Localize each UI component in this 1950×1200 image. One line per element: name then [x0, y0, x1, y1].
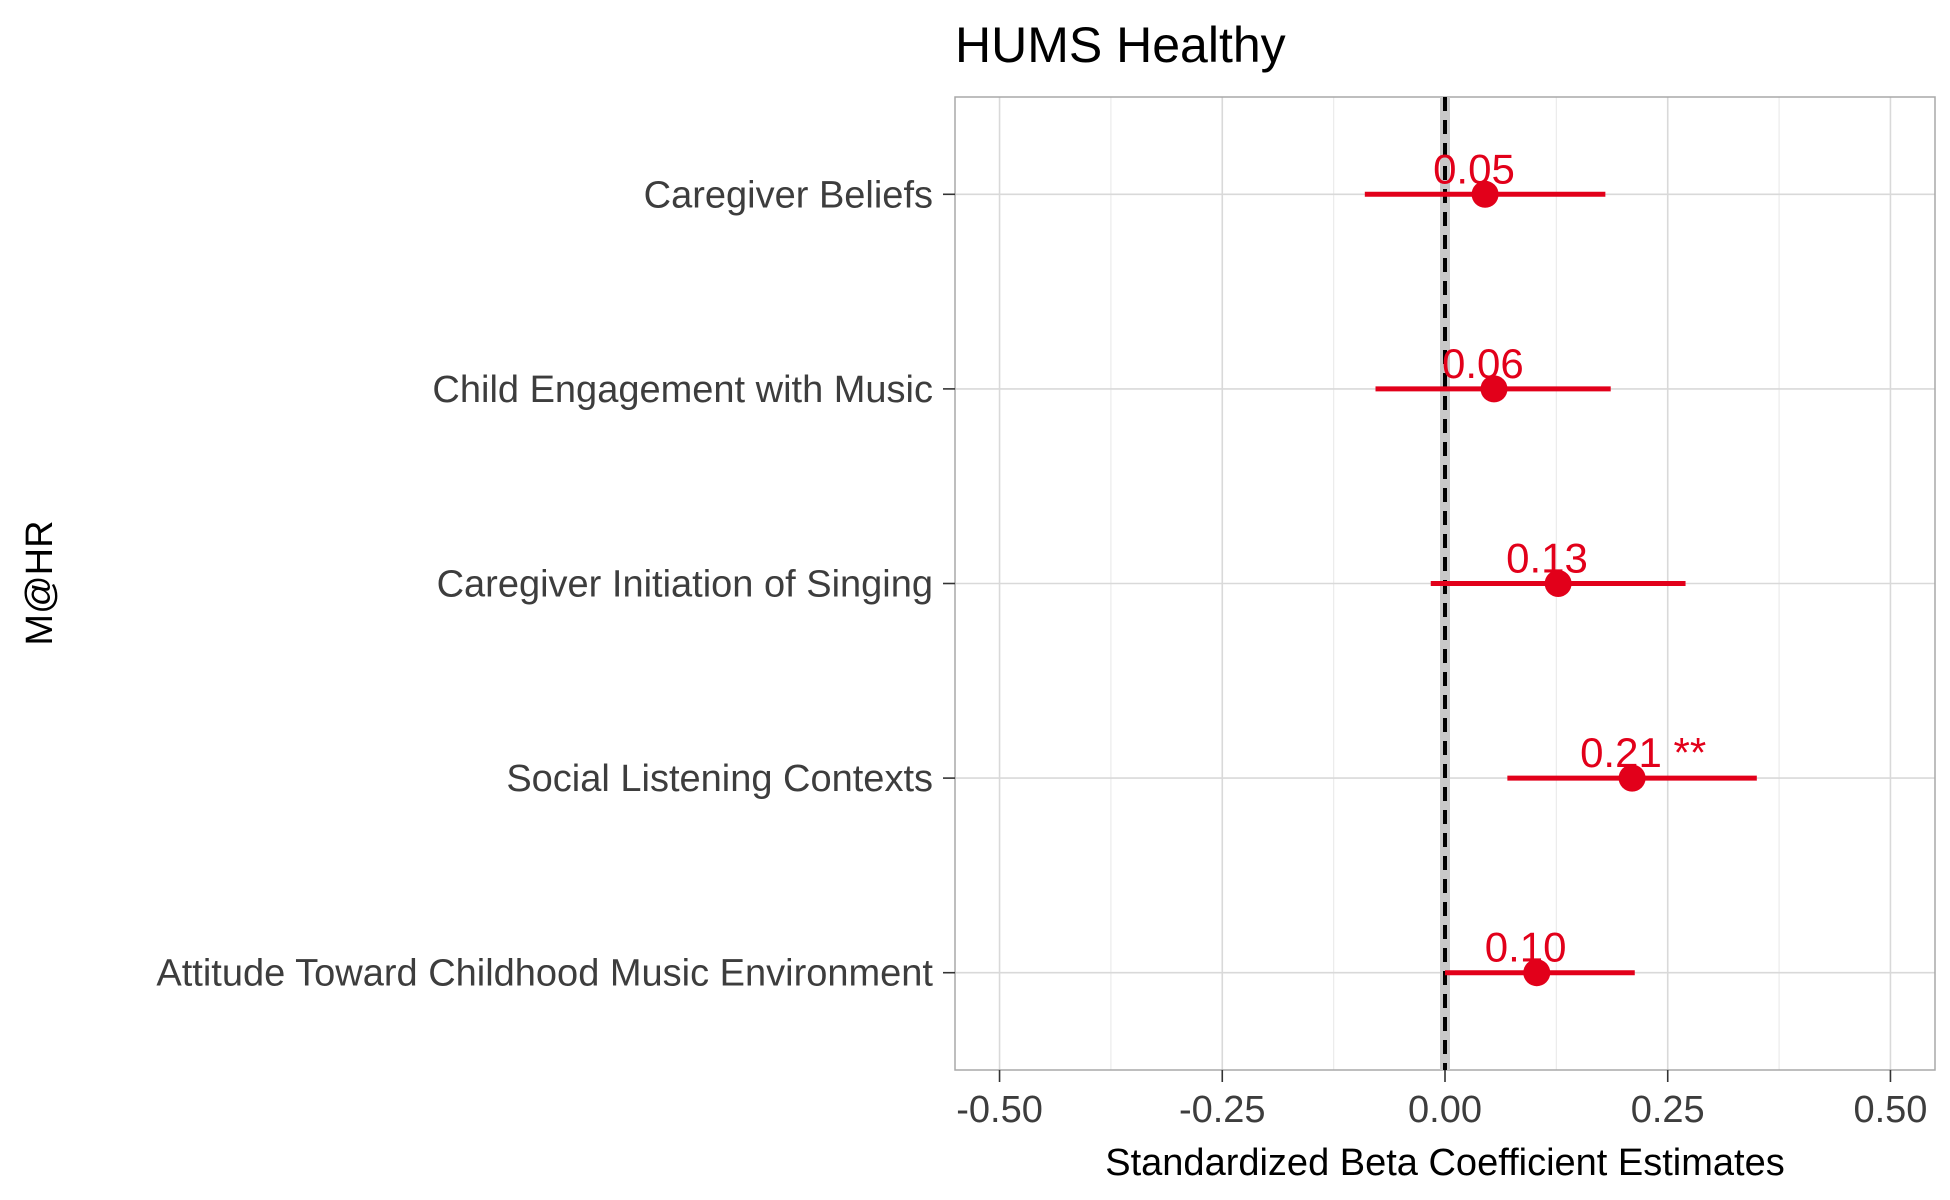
x-tick-label: 0.50 — [1853, 1089, 1927, 1131]
y-axis: Caregiver Beliefs Child Engagement with M… — [156, 174, 955, 995]
estimate-marks: 0.05 0.06 0.13 0.21 ** 0.10 — [1364, 145, 1757, 987]
x-tick-label: 0.25 — [1631, 1089, 1705, 1131]
x-tick-label: -0.50 — [956, 1089, 1043, 1131]
estimate-point — [1523, 959, 1551, 987]
estimate-label: 0.10 — [1485, 924, 1567, 971]
y-tick-label: Child Engagement with Music — [432, 369, 933, 411]
y-axis-title: M@HR — [19, 520, 61, 645]
x-tick-label: 0.00 — [1408, 1089, 1482, 1131]
x-tick-label: -0.25 — [1179, 1089, 1266, 1131]
x-axis-title: Standardized Beta Coefficient Estimates — [1105, 1142, 1784, 1184]
y-tick-label: Social Listening Contexts — [506, 758, 933, 800]
estimate-point — [1544, 570, 1572, 597]
chart-title: HUMS Healthy — [955, 17, 1286, 73]
x-axis: -0.50 -0.25 0.00 0.25 0.50 — [956, 1070, 1927, 1131]
estimate-label: 0.06 — [1442, 340, 1524, 387]
y-tick-label: Caregiver Initiation of Singing — [437, 564, 933, 606]
y-tick-label: Attitude Toward Childhood Music Environm… — [156, 953, 933, 995]
estimate-label: 0.21 ** — [1580, 729, 1706, 776]
estimate-point — [1618, 764, 1646, 792]
estimate-point — [1480, 375, 1508, 403]
estimate-label: 0.13 — [1506, 535, 1588, 582]
estimate-point — [1471, 180, 1499, 208]
estimate-label: 0.05 — [1433, 145, 1515, 192]
y-tick-label: Caregiver Beliefs — [644, 174, 933, 216]
